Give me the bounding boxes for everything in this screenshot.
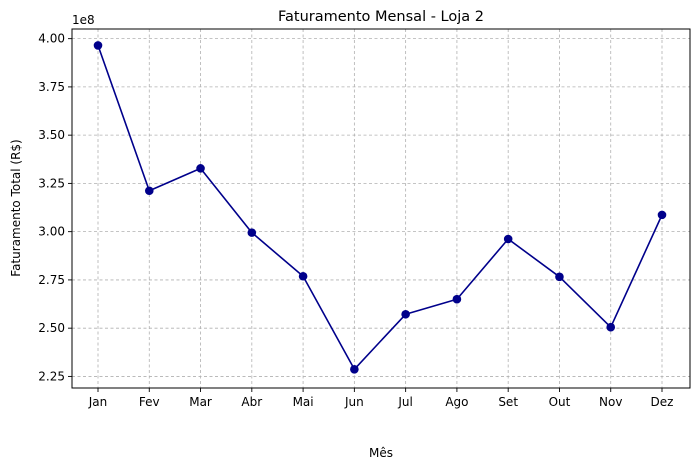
plot-frame [71, 28, 691, 389]
axis-ticks: Jan Fev Mar Abr Mai Jun Jul Ago Set Out Nov Dez 2.25… [38, 32, 673, 409]
y-tick-label: 3.75 [38, 80, 65, 94]
y-tick-label: 2.50 [38, 321, 65, 335]
x-tick-label: Mai [293, 395, 314, 409]
y-tick-label: 4.00 [38, 32, 65, 46]
data-point [503, 234, 513, 244]
y-tick-label: 2.75 [38, 273, 65, 287]
series [93, 41, 667, 374]
y-tick-label: 3.50 [38, 128, 65, 142]
data-point [196, 164, 205, 173]
x-tick-label: Fev [139, 395, 160, 409]
data-point [401, 309, 410, 319]
data-point [606, 322, 616, 332]
y-tick-label: 3.25 [38, 176, 65, 190]
data-point [247, 228, 257, 237]
data-point [657, 210, 667, 220]
data-point [350, 364, 359, 374]
x-tick-label: Dez [651, 395, 674, 409]
x-tick-label: Mar [189, 395, 212, 409]
data-point [144, 186, 154, 196]
data-point [452, 294, 462, 304]
y-axis-label: Faturamento Total (R$) [9, 139, 23, 276]
data-point [555, 272, 564, 282]
series-line [97, 45, 663, 371]
x-tick-label: Jan [88, 395, 108, 409]
y-tick-label: 3.00 [38, 225, 65, 239]
x-tick-label: Jul [397, 395, 412, 409]
x-tick-label: Nov [599, 395, 622, 409]
chart-title: Faturamento Mensal - Loja 2 [278, 9, 484, 25]
x-tick-label: Ago [445, 395, 468, 409]
data-point [298, 271, 308, 281]
grid [72, 29, 690, 388]
y-offset-label: 1e8 [72, 13, 95, 27]
x-tick-label: Out [549, 395, 571, 409]
x-tick-label: Set [498, 395, 518, 409]
x-tick-label: Abr [241, 395, 262, 409]
y-tick-label: 2.25 [38, 369, 65, 383]
x-axis-label: Mês [369, 446, 393, 460]
x-tick-label: Jun [344, 395, 364, 409]
data-point [93, 41, 103, 50]
